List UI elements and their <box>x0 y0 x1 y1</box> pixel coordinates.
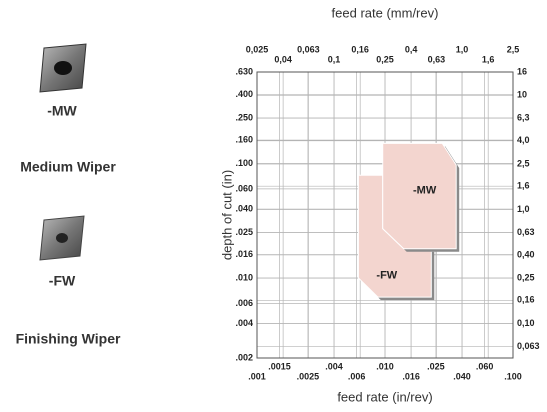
y-tick-label: .160 <box>235 135 253 145</box>
x2-axis-title: feed rate (mm/rev) <box>332 5 439 20</box>
y2-tick-label: 10 <box>517 90 527 100</box>
y-tick-label: .630 <box>235 66 253 76</box>
x2-tick-label: 0,1 <box>328 54 341 64</box>
x-tick-label: .040 <box>453 371 471 381</box>
plot-frame <box>256 71 514 359</box>
y-tick-label: .016 <box>235 249 253 259</box>
x2-tick-label: 1,0 <box>456 44 469 54</box>
region <box>382 142 457 250</box>
region-label: -MW <box>413 185 437 197</box>
y-tick-label: .400 <box>235 89 253 99</box>
insert-name: Medium Wiper <box>20 159 116 175</box>
y-tick-label: .006 <box>235 298 253 308</box>
x2-tick-label: 0,25 <box>376 54 394 64</box>
x-tick-label: .060 <box>476 361 494 371</box>
x-tick-label: .0015 <box>268 361 291 371</box>
y2-tick-label: 1,0 <box>517 204 530 214</box>
x-tick-label: .010 <box>376 361 394 371</box>
y2-tick-label: 0,25 <box>517 273 535 283</box>
insert-icon <box>39 215 85 261</box>
x2-tick-label: 1,6 <box>482 54 495 64</box>
x2-tick-label: 0,025 <box>246 44 269 54</box>
insert-name: Finishing Wiper <box>16 331 121 347</box>
y2-tick-label: 0,40 <box>517 249 535 259</box>
y-tick-label: .060 <box>235 183 253 193</box>
y-tick-label: .100 <box>235 158 253 168</box>
x2-tick-label: 2,5 <box>507 44 520 54</box>
x2-tick-label: 0,63 <box>428 54 446 64</box>
insert-code: -FW <box>49 273 76 289</box>
y2-tick-label: 0,63 <box>517 227 535 237</box>
y2-tick-label: 0,16 <box>517 295 535 305</box>
x-tick-label: .006 <box>348 371 366 381</box>
y-tick-label: .250 <box>235 112 253 122</box>
region-label: -FW <box>376 269 397 281</box>
y-tick-label: .002 <box>235 352 253 362</box>
x-tick-label: .004 <box>325 361 343 371</box>
x-tick-label: .0025 <box>297 371 320 381</box>
y-tick-label: .004 <box>235 318 253 328</box>
y2-tick-label: 6,3 <box>517 113 530 123</box>
y-tick-label: .010 <box>235 272 253 282</box>
x2-tick-label: 0,063 <box>297 44 320 54</box>
x-tick-label: .016 <box>402 371 420 381</box>
y-axis-title: depth of cut (in) <box>219 170 234 260</box>
y-tick-label: .040 <box>235 203 253 213</box>
insert-icon <box>39 43 87 93</box>
x-axis-title: feed rate (in/rev) <box>337 389 432 404</box>
x2-tick-label: 0,4 <box>405 44 418 54</box>
x2-tick-label: 0,04 <box>274 54 292 64</box>
x-tick-label: .100 <box>504 371 522 381</box>
x-tick-label: .025 <box>427 361 445 371</box>
y2-tick-label: 2,5 <box>517 158 530 168</box>
y2-tick-label: 4,0 <box>517 135 530 145</box>
y-tick-label: .025 <box>235 227 253 237</box>
y2-tick-label: 0,063 <box>517 341 540 351</box>
y2-tick-label: 16 <box>517 66 527 76</box>
x2-tick-label: 0,16 <box>351 44 369 54</box>
insert-code: -MW <box>47 103 77 119</box>
y2-tick-label: 0,10 <box>517 318 535 328</box>
y2-tick-label: 1,6 <box>517 181 530 191</box>
x-tick-label: .001 <box>248 371 266 381</box>
